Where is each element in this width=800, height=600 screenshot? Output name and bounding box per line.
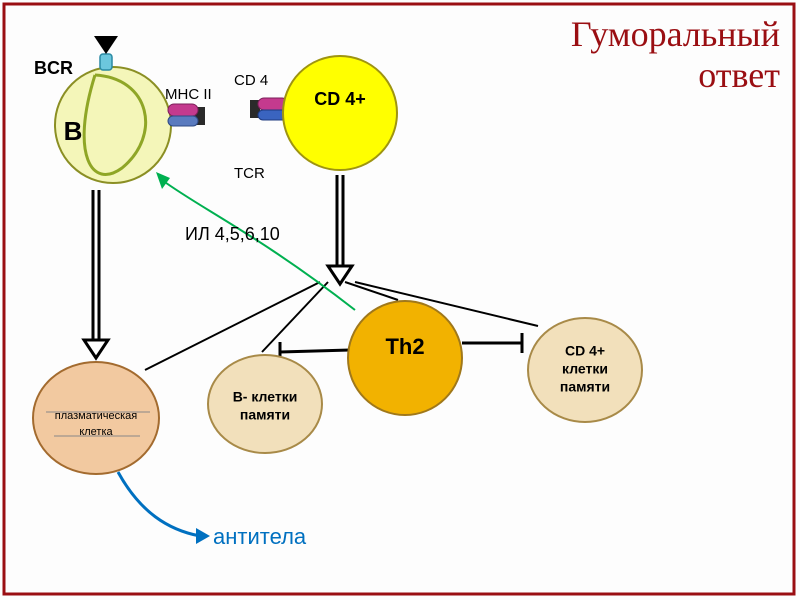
b-cell: В xyxy=(55,67,171,183)
cd4-cell: CD 4+ xyxy=(283,56,397,170)
cd4-label: CD 4 xyxy=(234,72,268,89)
il-label: ИЛ 4,5,6,10 xyxy=(185,224,280,245)
tcr-label: TCR xyxy=(234,165,265,182)
cd4-memory-cell: CD 4+ клетки памяти xyxy=(528,318,642,422)
bcr-receptor xyxy=(94,36,118,70)
b-cell-label: В xyxy=(64,116,83,146)
antibody-arrow xyxy=(118,472,210,544)
antibodies-label: антитела xyxy=(213,524,306,550)
mhc2-label: MHC II xyxy=(165,86,212,103)
cd4-memory-line3: памяти xyxy=(560,379,610,395)
cd4-memory-line2: клетки xyxy=(562,361,608,377)
tbar-th2-cd4mem xyxy=(462,333,522,353)
cd4-memory-line1: CD 4+ xyxy=(565,343,605,359)
cd4-cell-label: CD 4+ xyxy=(314,89,366,109)
b-memory-line2: памяти xyxy=(240,407,290,423)
mhc2-receptor xyxy=(168,104,205,126)
b-memory-line1: В- клетки xyxy=(233,389,298,405)
th2-cell-label: Th2 xyxy=(385,334,424,359)
plasma-cell-line2: клетка xyxy=(79,426,113,438)
arrow-cd4-down xyxy=(328,175,352,284)
th2-cell: Th2 xyxy=(348,301,462,415)
title-line1: Гуморальный xyxy=(571,14,780,55)
bcr-label: BCR xyxy=(34,58,73,79)
plasma-cell: плазматическая клетка xyxy=(33,362,159,474)
fan-lines xyxy=(145,282,538,370)
title-line2: ответ xyxy=(571,55,780,96)
page-title: Гуморальный ответ xyxy=(571,14,780,97)
b-memory-cell: В- клетки памяти xyxy=(208,355,322,453)
arrow-b-down xyxy=(84,190,108,358)
plasma-cell-line1: плазматическая xyxy=(55,410,138,422)
